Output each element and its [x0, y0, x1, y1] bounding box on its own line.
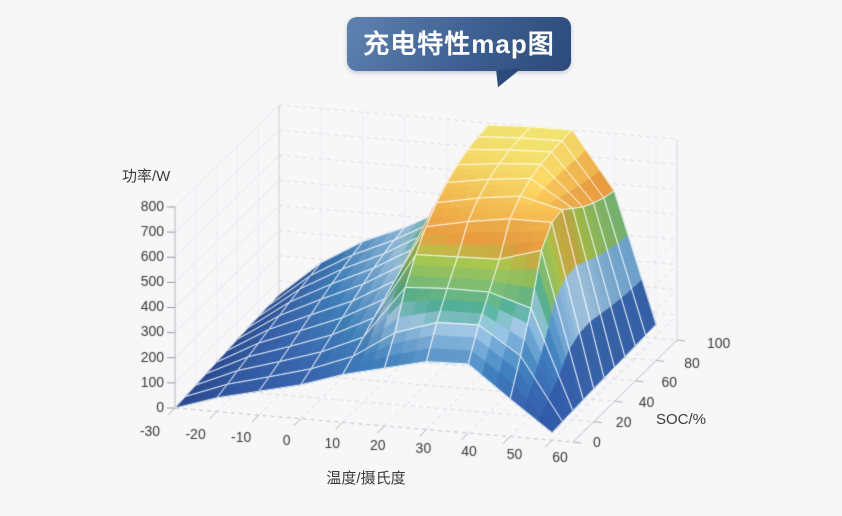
speech-bubble-tail	[496, 67, 524, 88]
x-axis-title: 温度/摄氏度	[326, 470, 406, 487]
page-title: 充电特性map图	[363, 29, 555, 59]
y-axis-title: SOC/%	[656, 411, 707, 428]
title-banner: 充电特性map图	[347, 17, 571, 88]
z-axis-title: 功率/W	[122, 168, 171, 185]
